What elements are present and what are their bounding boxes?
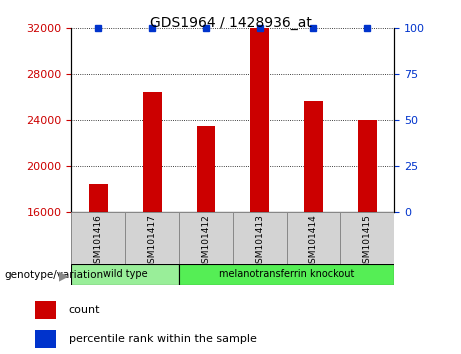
Text: count: count [69, 305, 100, 315]
Bar [35, 330, 56, 348]
Text: GDS1964 / 1428936_at: GDS1964 / 1428936_at [149, 16, 312, 30]
Bar [71, 264, 179, 285]
Text: percentile rank within the sample: percentile rank within the sample [69, 334, 257, 344]
Bar [358, 120, 377, 212]
Text: genotype/variation: genotype/variation [5, 270, 104, 280]
Text: GSM101416: GSM101416 [94, 214, 103, 269]
Text: wild type: wild type [103, 269, 148, 279]
Bar [287, 212, 340, 264]
Text: GSM101415: GSM101415 [363, 214, 372, 269]
Bar [179, 264, 394, 285]
Bar [35, 301, 56, 319]
Text: ▶: ▶ [59, 269, 68, 282]
Bar [233, 212, 287, 264]
Bar [179, 212, 233, 264]
Text: GSM101413: GSM101413 [255, 214, 264, 269]
Bar [125, 212, 179, 264]
Bar [89, 184, 108, 212]
Text: GSM101412: GSM101412 [201, 214, 210, 269]
Text: melanotransferrin knockout: melanotransferrin knockout [219, 269, 354, 279]
Text: GSM101414: GSM101414 [309, 214, 318, 269]
Text: GSM101417: GSM101417 [148, 214, 157, 269]
Bar [250, 28, 269, 212]
Bar [340, 212, 394, 264]
Bar [196, 126, 215, 212]
Bar [304, 101, 323, 212]
Bar [71, 212, 125, 264]
Bar [143, 92, 161, 212]
